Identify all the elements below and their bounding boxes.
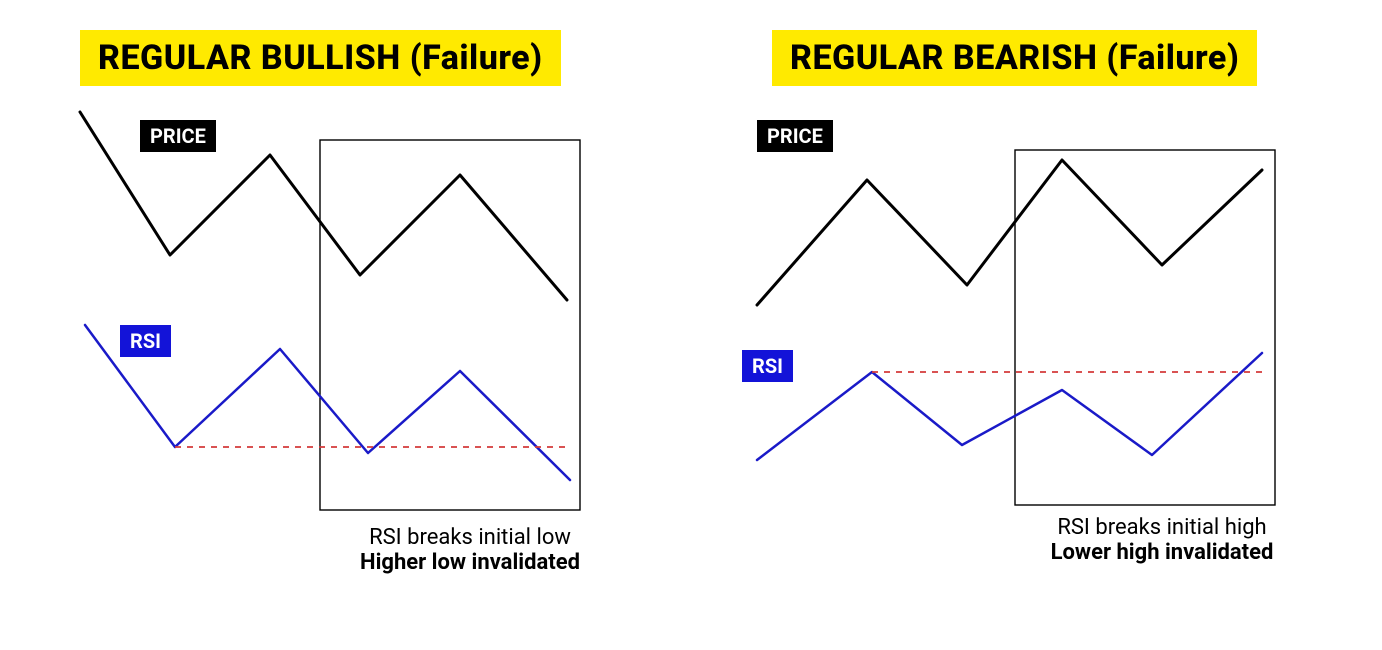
caption-line2-bullish: Higher low invalidated xyxy=(310,550,630,575)
caption-line2-bearish: Lower high invalidated xyxy=(1002,540,1322,565)
failure-box-bearish xyxy=(1015,150,1275,505)
caption-bearish: RSI breaks initial high Lower high inval… xyxy=(1002,515,1322,565)
panel-bearish: REGULAR BEARISH (Failure) PRICE RSI RSI … xyxy=(692,0,1382,650)
price-line-bearish xyxy=(757,160,1262,305)
failure-box-bullish xyxy=(320,140,580,510)
caption-bullish: RSI breaks initial low Higher low invali… xyxy=(310,525,630,575)
rsi-line-bullish xyxy=(85,325,570,480)
rsi-line-bearish xyxy=(757,353,1262,460)
panel-bullish: REGULAR BULLISH (Failure) PRICE RSI RSI … xyxy=(0,0,690,650)
caption-line1-bullish: RSI breaks initial low xyxy=(310,525,630,550)
caption-line1-bearish: RSI breaks initial high xyxy=(1002,515,1322,540)
